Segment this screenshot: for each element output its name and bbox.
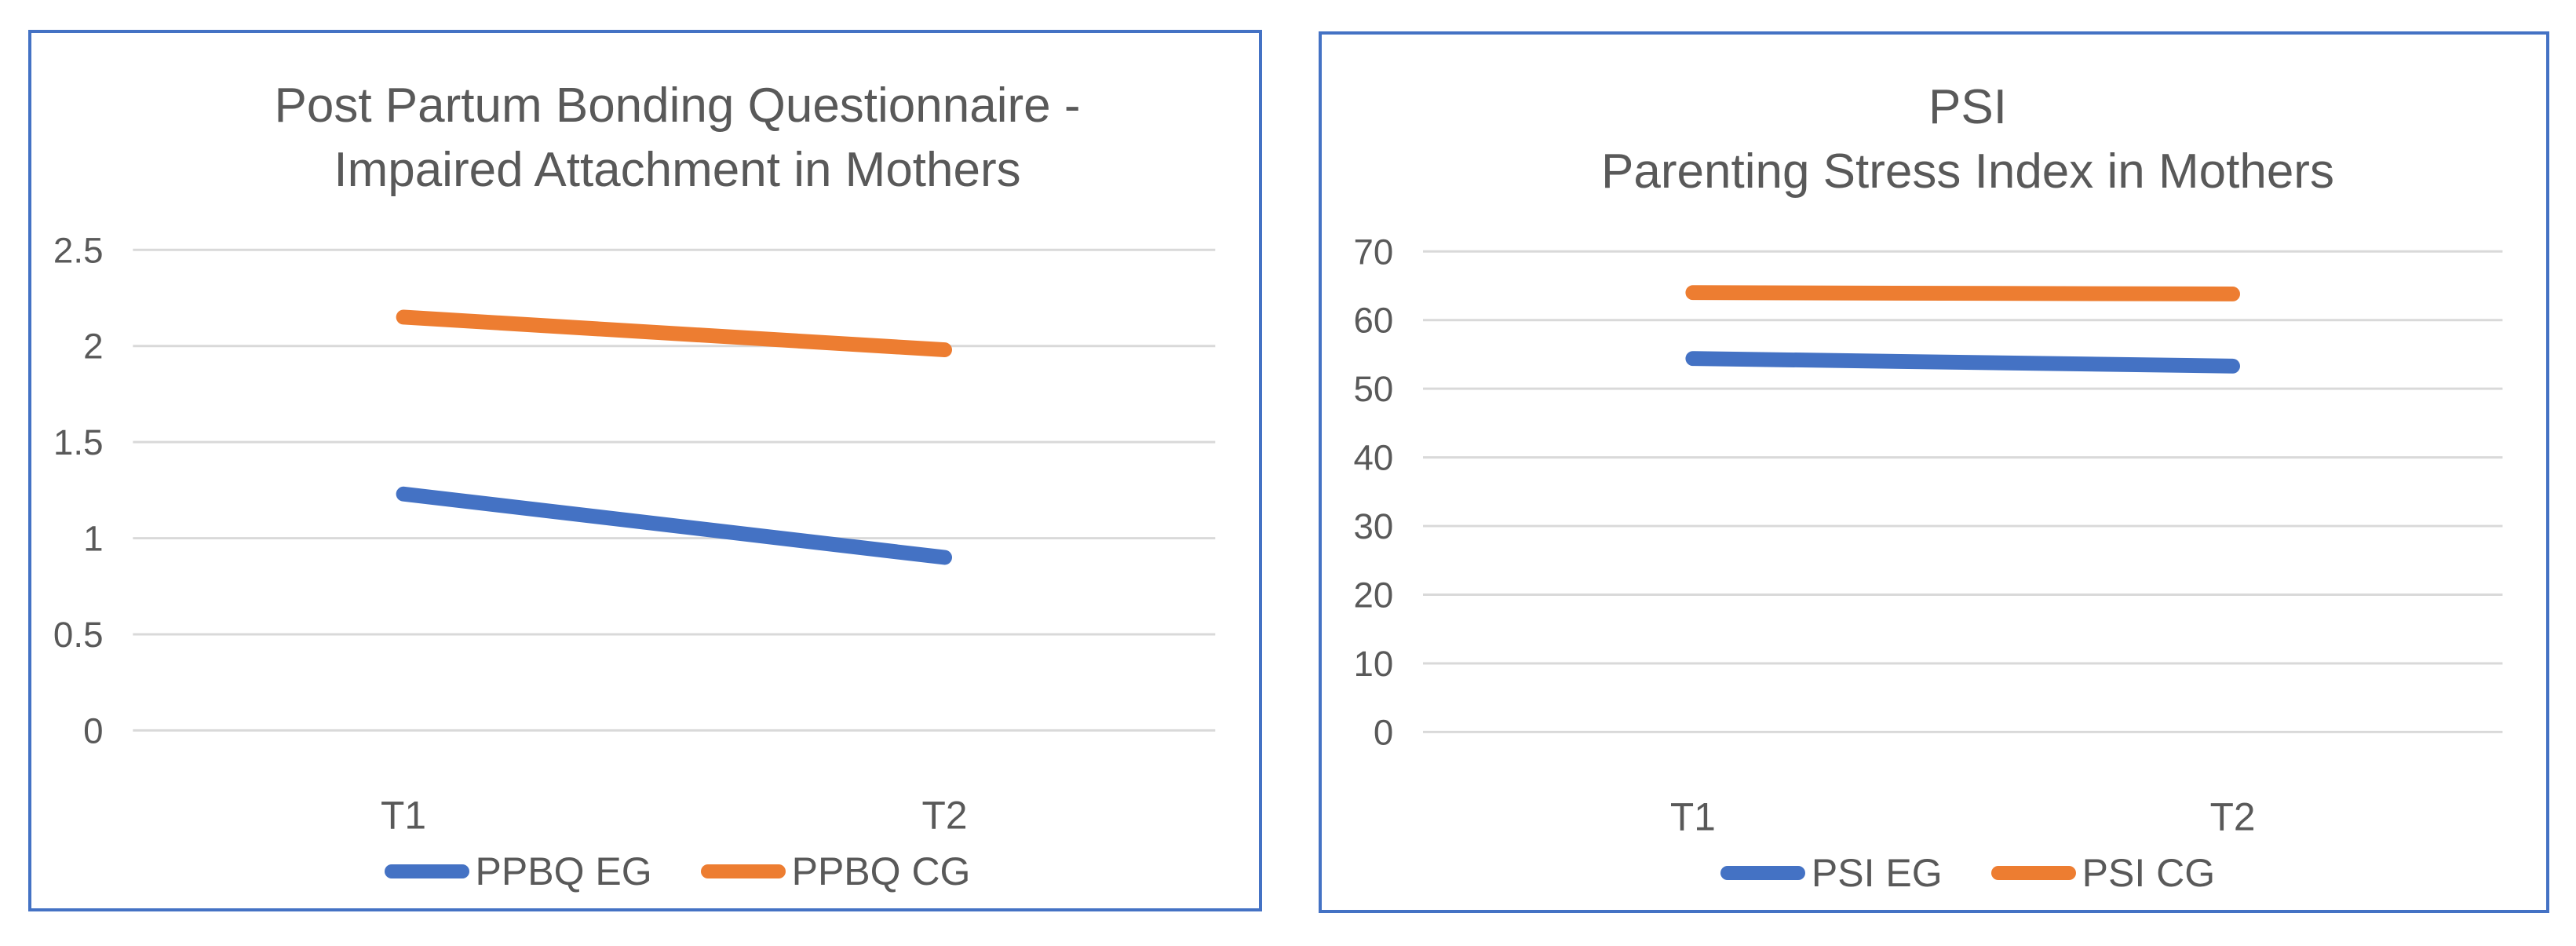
y-axis-tick-label: 0 [83, 710, 103, 751]
legend-swatch [1720, 866, 1805, 880]
psi-chart-plot: 0 10 20 30 40 50 60 70 T1 T2 [1354, 232, 2503, 839]
legend-label: PPBQ EG [475, 849, 652, 893]
ppbq-chart-legend: PPBQ EG PPBQ CG [133, 846, 1221, 897]
y-axis-tick-label: 60 [1354, 301, 1394, 341]
psi-eg-line [1685, 351, 2240, 374]
x-axis-label: T2 [2210, 795, 2256, 839]
y-axis-tick-label: 30 [1354, 506, 1394, 546]
y-axis-tick-label: 70 [1354, 232, 1394, 272]
legend-swatch [1990, 866, 2076, 880]
y-axis-tick-label: 1 [83, 519, 103, 559]
y-axis-tick-label: 0.5 [53, 615, 104, 655]
legend-item: PPBQ EG [384, 849, 652, 894]
y-axis-tick-label: 40 [1354, 438, 1394, 478]
y-axis-tick-label: 50 [1354, 369, 1394, 409]
psi-chart: 0 10 20 30 40 50 60 70 T1 T2 PSI Parenting Stress… [1319, 31, 2549, 913]
psi-chart-title: PSI Parenting Stress Index in Mothers [1424, 75, 2512, 204]
legend-label: PPBQ CG [791, 849, 971, 893]
legend-label: PSI CG [2082, 851, 2216, 895]
legend-swatch [384, 864, 469, 878]
psi-chart-legend: PSI EG PSI CG [1424, 848, 2512, 898]
y-axis-tick-label: 10 [1354, 644, 1394, 684]
ppbq-chart-title: Post Partum Bonding Questionnaire - Impa… [133, 74, 1221, 203]
legend-item: PSI CG [1990, 850, 2216, 896]
ppbq-chart: 0 0.5 1 1.5 2 2.5 T1 T2 Post Partum Bonding Que… [28, 30, 1262, 911]
psi-chart-title-line-1: PSI [1928, 80, 2007, 134]
y-axis-tick-label: 2 [83, 327, 103, 367]
ppbq-chart-title-line-2: Impaired Attachment in Mothers [334, 143, 1021, 197]
legend-item: PSI EG [1720, 850, 1943, 896]
y-axis-tick-label: 0 [1374, 712, 1393, 752]
x-axis-label: T1 [1670, 795, 1716, 839]
ppbq-chart-title-line-1: Post Partum Bonding Questionnaire - [274, 79, 1081, 133]
psi-chart-title-line-2: Parenting Stress Index in Mothers [1601, 144, 2334, 199]
legend-label: PSI EG [1811, 851, 1943, 895]
ppbq-cg-line [396, 309, 952, 358]
ppbq-eg-line [396, 486, 952, 565]
x-axis-label: T2 [922, 794, 968, 838]
y-axis-tick-label: 20 [1354, 575, 1394, 615]
x-axis-label: T1 [381, 794, 426, 838]
psi-cg-line [1685, 285, 2240, 301]
ppbq-chart-plot: 0 0.5 1 1.5 2 2.5 T1 T2 [53, 230, 1216, 838]
legend-swatch [700, 864, 786, 878]
legend-item: PPBQ CG [700, 849, 971, 894]
y-axis-tick-label: 2.5 [53, 230, 104, 270]
y-axis-tick-label: 1.5 [53, 422, 104, 462]
